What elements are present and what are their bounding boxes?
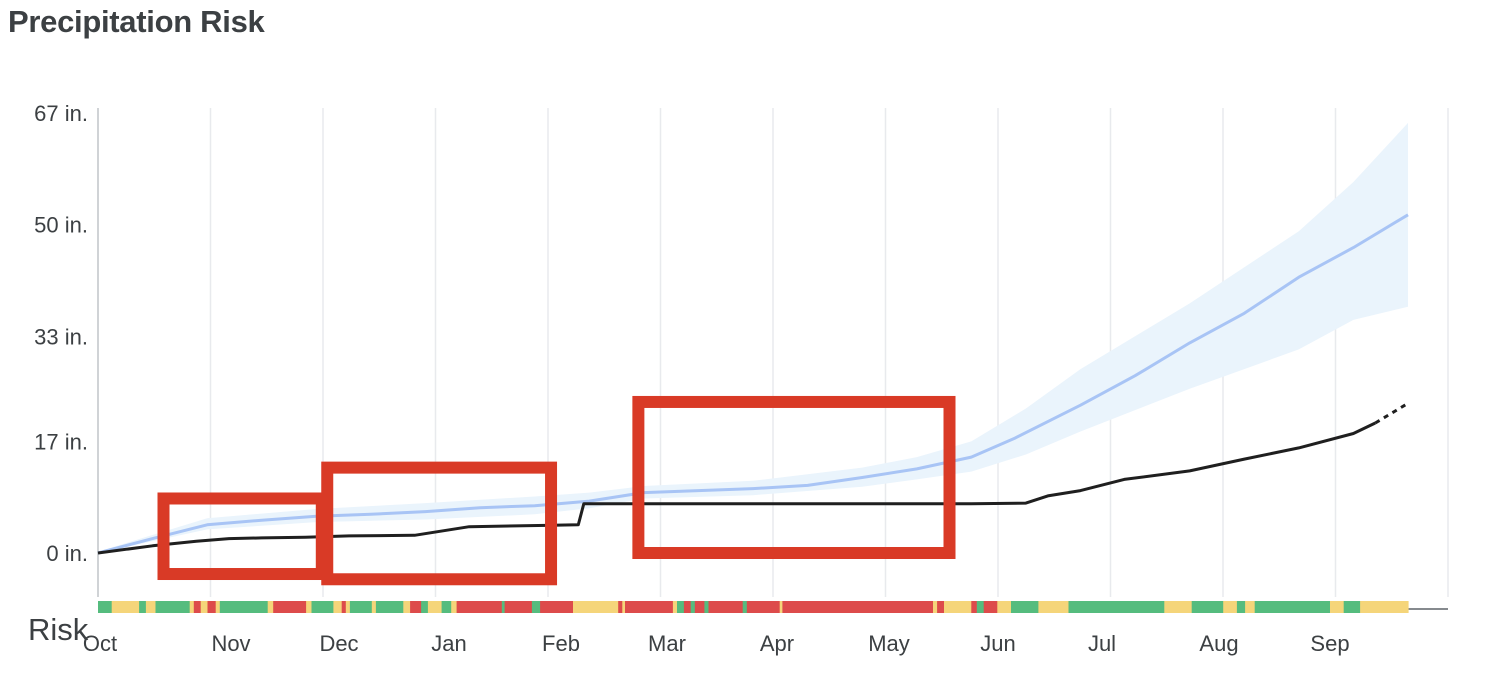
risk-segment xyxy=(200,601,209,613)
risk-segment xyxy=(540,601,574,613)
x-tick-label: Feb xyxy=(542,631,580,656)
risk-segment xyxy=(111,601,140,613)
risk-segment xyxy=(421,601,429,613)
risk-segment xyxy=(219,601,269,613)
risk-segment xyxy=(622,601,626,613)
risk-segment xyxy=(98,601,113,613)
risk-segment xyxy=(273,601,307,613)
x-tick-label: Jul xyxy=(1088,631,1116,656)
chart-title: Precipitation Risk xyxy=(8,4,265,39)
x-tick-label: Nov xyxy=(211,631,250,656)
risk-segment xyxy=(672,601,678,613)
risk-segment xyxy=(971,601,978,613)
risk-segment xyxy=(139,601,147,613)
risk-segment xyxy=(306,601,313,613)
x-tick-label: Jun xyxy=(980,631,1015,656)
risk-segment xyxy=(193,601,202,613)
risk-segment xyxy=(1236,601,1246,613)
risk-strip xyxy=(98,601,1409,613)
risk-segment xyxy=(937,601,945,613)
y-tick-label: 33 in. xyxy=(34,324,88,349)
risk-segment xyxy=(683,601,692,613)
risk-segment xyxy=(1191,601,1224,613)
risk-segment xyxy=(371,601,377,613)
risk-segment xyxy=(704,601,710,613)
y-tick-label: 67 in. xyxy=(34,101,88,126)
risk-segment xyxy=(618,601,623,613)
risk-segment xyxy=(573,601,619,613)
risk-segment xyxy=(933,601,938,613)
risk-segment xyxy=(267,601,274,613)
risk-segment xyxy=(189,601,195,613)
risk-label: Risk xyxy=(28,612,89,647)
risk-segment xyxy=(375,601,404,613)
risk-segment xyxy=(694,601,705,613)
x-tick-label: Apr xyxy=(760,631,794,656)
risk-segment xyxy=(746,601,781,613)
risk-segment xyxy=(1164,601,1193,613)
risk-segment xyxy=(456,601,503,613)
risk-segment xyxy=(504,601,533,613)
risk-segment xyxy=(333,601,343,613)
risk-segment xyxy=(1068,601,1165,613)
risk-segment xyxy=(311,601,334,613)
forecast-range xyxy=(98,122,1408,554)
risk-segment xyxy=(349,601,373,613)
x-tick-label: May xyxy=(868,631,910,656)
y-axis: 0 in. 17 in. 33 in. 50 in. 67 in. xyxy=(34,101,88,566)
x-tick-label: Aug xyxy=(1199,631,1238,656)
risk-segment xyxy=(944,601,972,613)
risk-segment xyxy=(501,601,506,613)
risk-segment xyxy=(1360,601,1409,613)
risk-segment xyxy=(345,601,351,613)
risk-segment xyxy=(1330,601,1345,613)
risk-segment xyxy=(207,601,217,613)
risk-segment xyxy=(1038,601,1070,613)
y-tick-label: 17 in. xyxy=(34,429,88,454)
risk-segment xyxy=(1245,601,1256,613)
risk-segment xyxy=(1343,601,1361,613)
risk-segment xyxy=(782,601,934,613)
risk-segment xyxy=(145,601,157,613)
risk-segment xyxy=(155,601,191,613)
risk-segment xyxy=(1011,601,1039,613)
risk-segment xyxy=(742,601,748,613)
risk-segment xyxy=(531,601,541,613)
risk-segment xyxy=(410,601,422,613)
risk-segment xyxy=(976,601,985,613)
x-tick-label: Mar xyxy=(648,631,686,656)
highlight-boxes xyxy=(157,395,956,586)
risk-segment xyxy=(1223,601,1238,613)
highlight-box xyxy=(632,395,956,559)
x-tick-label: Jan xyxy=(431,631,466,656)
x-axis: Oct Nov Dec Jan Feb Mar Apr May Jun Jul Aug Sep xyxy=(83,631,1350,656)
risk-segment xyxy=(779,601,783,613)
x-tick-label: Dec xyxy=(319,631,358,656)
risk-segment xyxy=(341,601,347,613)
risk-segment xyxy=(215,601,221,613)
risk-segment xyxy=(690,601,696,613)
risk-segment xyxy=(403,601,411,613)
risk-segment xyxy=(441,601,452,613)
risk-segment xyxy=(983,601,998,613)
x-tick-label: Oct xyxy=(83,631,117,656)
risk-segment xyxy=(427,601,443,613)
y-tick-label: 50 in. xyxy=(34,213,88,238)
risk-segment xyxy=(1254,601,1331,613)
risk-segment xyxy=(451,601,458,613)
x-tick-label: Sep xyxy=(1310,631,1349,656)
forecast-range-band xyxy=(98,122,1408,554)
y-tick-label: 0 in. xyxy=(46,541,88,566)
risk-segment xyxy=(997,601,1012,613)
actual-projection-line xyxy=(1374,402,1409,425)
risk-segment xyxy=(708,601,744,613)
risk-segment xyxy=(677,601,685,613)
risk-segment xyxy=(625,601,674,613)
highlight-box xyxy=(321,461,558,586)
